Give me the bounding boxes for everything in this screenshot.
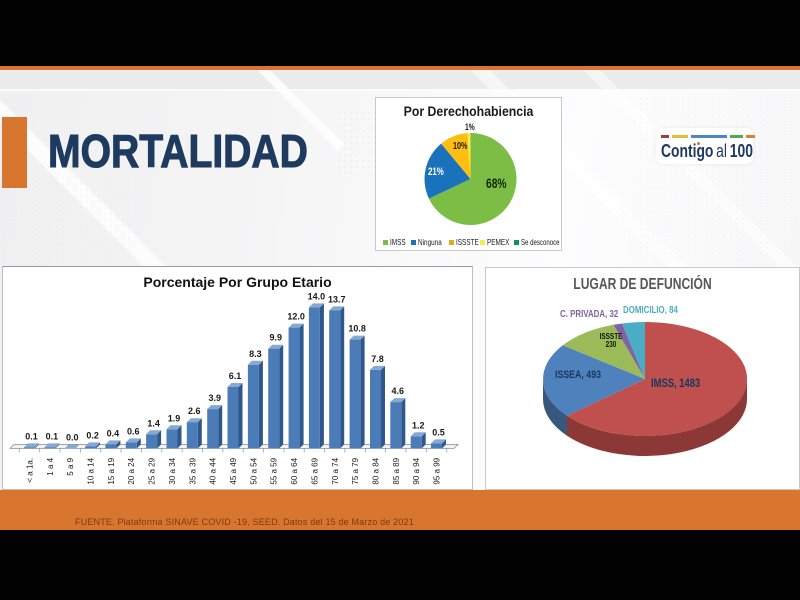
svg-text:70 a 74: 70 a 74 [331, 457, 340, 484]
svg-text:80 a 84: 80 a 84 [372, 457, 381, 484]
svg-text:35 a 39: 35 a 39 [188, 457, 197, 484]
svg-text:0.2: 0.2 [86, 430, 99, 440]
svg-text:0.6: 0.6 [127, 426, 140, 436]
svg-text:1.9: 1.9 [168, 413, 181, 423]
svg-text:8.3: 8.3 [249, 349, 262, 359]
svg-text:40 a 44: 40 a 44 [209, 457, 218, 484]
svg-text:55 a 59: 55 a 59 [270, 457, 279, 484]
svg-text:1 a 4: 1 a 4 [46, 457, 55, 475]
svg-text:25 a 29: 25 a 29 [148, 457, 157, 484]
svg-text:0.4: 0.4 [107, 428, 120, 438]
svg-text:4.6: 4.6 [392, 386, 405, 396]
svg-text:90 a 94: 90 a 94 [412, 457, 421, 484]
svg-text:14.0: 14.0 [308, 291, 326, 301]
svg-text:12.0: 12.0 [287, 312, 305, 322]
svg-text:2.6: 2.6 [188, 406, 201, 416]
svg-text:45 a 49: 45 a 49 [229, 457, 238, 484]
svg-text:75 a 79: 75 a 79 [351, 457, 360, 484]
svg-text:0.0: 0.0 [66, 432, 79, 442]
svg-text:7.8: 7.8 [371, 354, 384, 364]
svg-text:5 a 9: 5 a 9 [66, 457, 75, 475]
svg-text:50 a 54: 50 a 54 [249, 457, 258, 484]
svg-text:15 a 19: 15 a 19 [107, 457, 116, 484]
svg-text:0.1: 0.1 [46, 431, 59, 441]
svg-text:< a 1a.: < a 1a. [26, 458, 35, 483]
svg-text:6.1: 6.1 [229, 371, 242, 381]
svg-text:13.7: 13.7 [328, 294, 346, 304]
svg-text:1.2: 1.2 [412, 420, 425, 430]
svg-text:1.4: 1.4 [147, 418, 160, 428]
svg-text:10 a 14: 10 a 14 [87, 457, 96, 484]
svg-text:10.8: 10.8 [348, 324, 366, 334]
svg-text:0.1: 0.1 [25, 431, 38, 441]
svg-text:65 a 69: 65 a 69 [310, 457, 319, 484]
svg-text:9.9: 9.9 [269, 333, 282, 343]
svg-text:20 a 24: 20 a 24 [127, 457, 136, 484]
svg-text:0.5: 0.5 [432, 427, 445, 437]
svg-text:60 a 64: 60 a 64 [290, 457, 299, 484]
svg-text:95 a 99: 95 a 99 [433, 457, 442, 484]
svg-text:3.9: 3.9 [208, 393, 221, 403]
svg-text:30 a 34: 30 a 34 [168, 457, 177, 484]
svg-text:85 a 89: 85 a 89 [392, 457, 401, 484]
